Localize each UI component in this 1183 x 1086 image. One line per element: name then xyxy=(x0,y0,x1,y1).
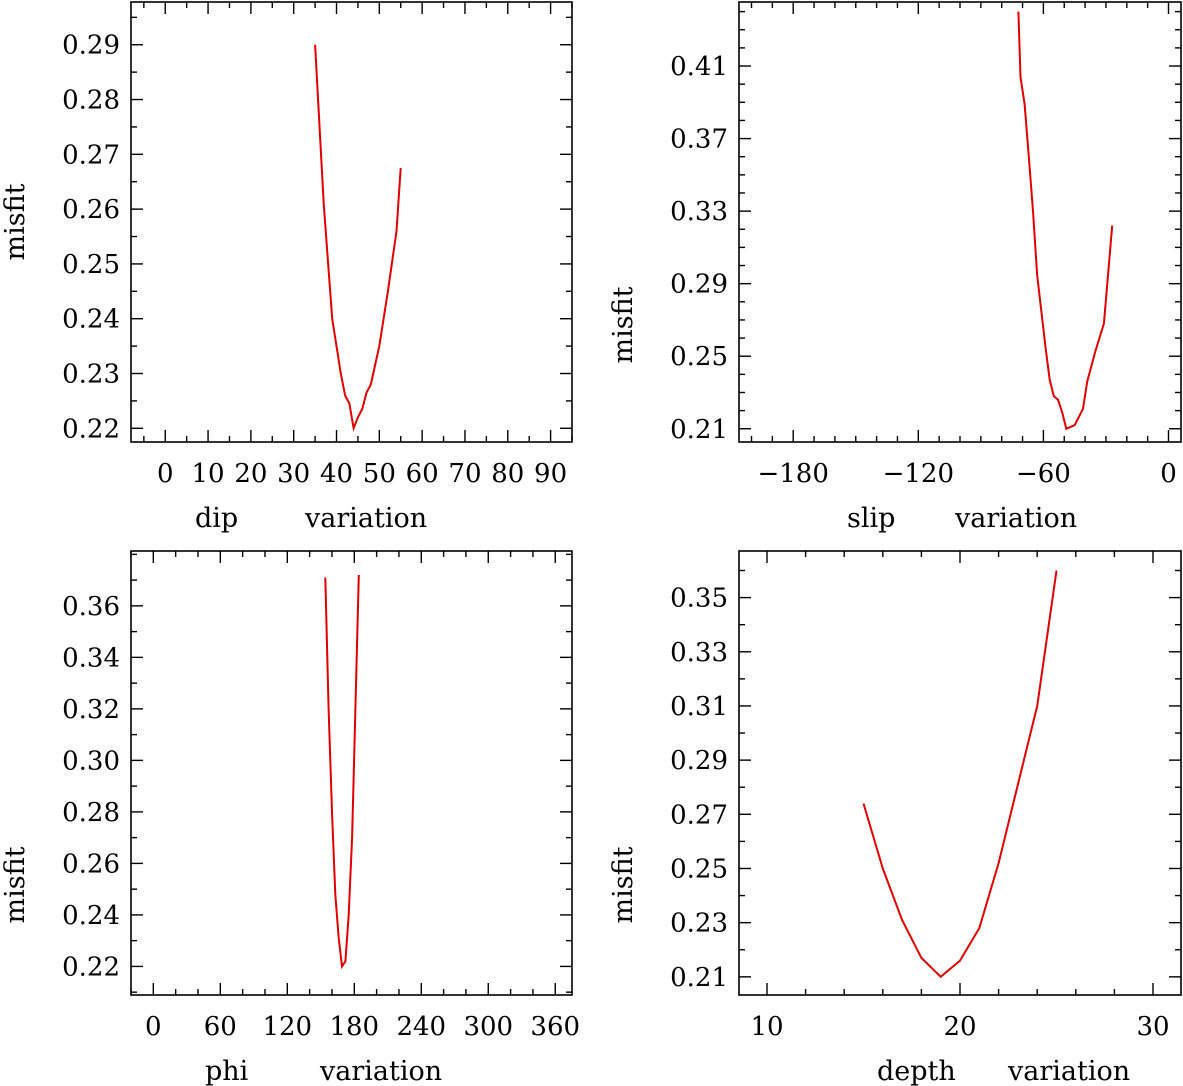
y-tick-label: 0.34 xyxy=(62,643,120,673)
x-tick-label: 10 xyxy=(750,1012,783,1042)
x-axis-label-variation: variation xyxy=(954,503,1077,534)
y-axis-label: misfit xyxy=(0,846,31,923)
misfit-curve xyxy=(324,574,360,970)
y-tick-label: 0.23 xyxy=(670,909,728,939)
x-tick-label: 60 xyxy=(406,459,439,489)
plot-frame xyxy=(130,1,573,443)
x-tick-label: 180 xyxy=(329,1012,379,1042)
y-tick-label: 0.30 xyxy=(62,746,120,776)
y-tick-label: 0.23 xyxy=(62,360,120,390)
x-tick-label: 50 xyxy=(363,459,396,489)
y-tick-label: 0.33 xyxy=(670,197,728,227)
y-axis-label: misfit xyxy=(608,846,639,923)
y-tick-label: 0.22 xyxy=(62,414,120,444)
y-tick-label: 0.31 xyxy=(670,692,728,722)
y-tick-label: 0.41 xyxy=(670,52,728,82)
x-axis-label-variation: variation xyxy=(304,503,427,534)
y-tick-label: 0.24 xyxy=(62,305,120,335)
x-tick-label: −60 xyxy=(1016,459,1071,489)
x-tick-label: 80 xyxy=(491,459,524,489)
y-tick-label: 0.21 xyxy=(670,415,728,445)
y-tick-label: 0.25 xyxy=(670,342,728,372)
x-tick-label: 70 xyxy=(448,459,481,489)
x-tick-label: 90 xyxy=(534,459,567,489)
y-tick-label: 0.29 xyxy=(670,746,728,776)
y-tick-label: 0.29 xyxy=(62,31,120,61)
y-tick-label: 0.27 xyxy=(62,140,120,170)
x-tick-label: 300 xyxy=(463,1012,513,1042)
y-tick-label: 0.24 xyxy=(62,901,120,931)
x-tick-label: −120 xyxy=(883,459,954,489)
y-tick-label: 0.28 xyxy=(62,86,120,116)
x-axis-label-name: slip xyxy=(847,503,895,534)
x-tick-label: 30 xyxy=(277,459,310,489)
x-tick-label: 120 xyxy=(262,1012,312,1042)
x-tick-label: 0 xyxy=(1160,459,1177,489)
x-tick-label: 20 xyxy=(943,1012,976,1042)
plot-frame xyxy=(738,1,1182,443)
x-tick-label: 20 xyxy=(234,459,267,489)
y-tick-label: 0.37 xyxy=(670,125,728,155)
y-axis-label: misfit xyxy=(0,183,31,260)
x-axis-label-name: phi xyxy=(205,1056,249,1086)
x-axis-label-variation: variation xyxy=(319,1056,442,1086)
x-axis-label-variation: variation xyxy=(1007,1056,1130,1086)
x-tick-label: 30 xyxy=(1136,1012,1169,1042)
y-tick-label: 0.21 xyxy=(670,963,728,993)
y-tick-label: 0.35 xyxy=(670,584,728,614)
misfit-curve xyxy=(862,570,1058,979)
y-tick-label: 0.28 xyxy=(62,798,120,828)
y-tick-label: 0.36 xyxy=(62,592,120,622)
x-tick-label: 0 xyxy=(157,459,174,489)
plot-frame xyxy=(130,550,573,996)
panel-slip: −180 −120 −60 0 0.21 0.25 0.29 0.33 0.37 0.41 slip… xyxy=(608,1,1182,534)
misfit-curve xyxy=(1017,11,1114,431)
panel-phi: 0 60 120 180 240 300 360 0.22 0.24 0.26 0.28 0.30 0.… xyxy=(0,550,580,1086)
misfit-curve xyxy=(314,44,402,433)
y-tick-label: 0.29 xyxy=(670,270,728,300)
x-tick-label: 240 xyxy=(396,1012,446,1042)
y-tick-label: 0.26 xyxy=(62,195,120,225)
x-axis-label-name: dip xyxy=(195,503,238,534)
y-axis-label: misfit xyxy=(608,286,639,363)
x-tick-label: 40 xyxy=(320,459,353,489)
plot-frame xyxy=(738,550,1182,996)
x-tick-label: −180 xyxy=(757,459,828,489)
y-tick-label: 0.22 xyxy=(62,952,120,982)
y-tick-label: 0.26 xyxy=(62,849,120,879)
panel-dip: 0 10 20 30 40 50 60 70 80 90 0.22 0.23 0.24 0.25 0.26 0… xyxy=(0,1,573,534)
x-tick-label: 0 xyxy=(145,1012,162,1042)
y-tick-label: 0.32 xyxy=(62,695,120,725)
x-tick-label: 360 xyxy=(530,1012,580,1042)
y-tick-label: 0.27 xyxy=(670,800,728,830)
y-tick-label: 0.33 xyxy=(670,638,728,668)
x-tick-label: 10 xyxy=(192,459,225,489)
x-axis-label-name: depth xyxy=(877,1056,956,1086)
y-tick-label: 0.25 xyxy=(62,250,120,280)
y-tick-label: 0.25 xyxy=(670,854,728,884)
x-tick-label: 60 xyxy=(204,1012,237,1042)
panel-depth: 10 20 30 0.21 0.23 0.25 0.27 0.29 0.31 0.33 0.35 de… xyxy=(608,550,1182,1086)
